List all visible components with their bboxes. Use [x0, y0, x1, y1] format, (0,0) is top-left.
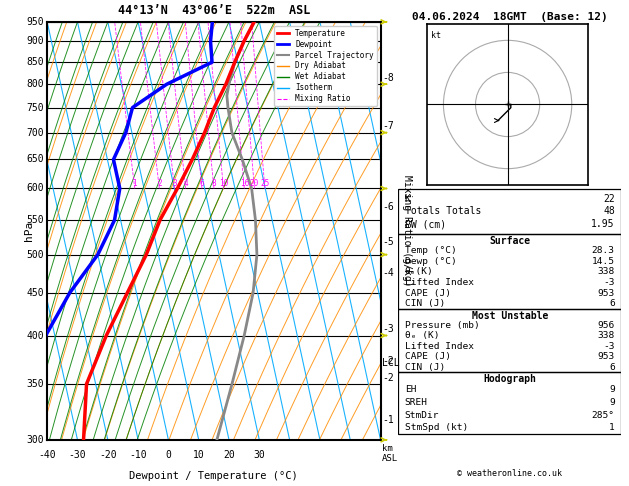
Text: CAPE (J): CAPE (J): [405, 289, 451, 298]
Text: 300: 300: [26, 435, 44, 445]
Text: -3: -3: [603, 278, 615, 287]
Text: 4: 4: [184, 179, 188, 189]
Text: Most Unstable: Most Unstable: [472, 311, 548, 321]
Text: 700: 700: [26, 128, 44, 138]
Text: Mixing Ratio (g/kg): Mixing Ratio (g/kg): [402, 175, 412, 287]
Text: kt: kt: [431, 31, 441, 40]
Text: 450: 450: [26, 288, 44, 298]
Text: 550: 550: [26, 215, 44, 225]
Text: 400: 400: [26, 330, 44, 341]
Text: 953: 953: [598, 289, 615, 298]
Text: Pressure (mb): Pressure (mb): [405, 321, 479, 330]
Text: 48: 48: [603, 207, 615, 216]
Text: 44°13’N  43°06’E  522m  ASL: 44°13’N 43°06’E 522m ASL: [118, 4, 310, 17]
Text: -20: -20: [99, 450, 116, 460]
Text: km
ASL: km ASL: [382, 444, 398, 464]
Text: LCL: LCL: [382, 358, 400, 368]
Text: 20: 20: [250, 179, 259, 189]
Text: 956: 956: [598, 321, 615, 330]
Text: 900: 900: [26, 36, 44, 47]
Text: θₑ(K): θₑ(K): [405, 267, 433, 277]
Text: 350: 350: [26, 379, 44, 389]
Text: Dewpoint / Temperature (°C): Dewpoint / Temperature (°C): [130, 471, 298, 481]
Text: -3: -3: [603, 342, 615, 351]
Text: K: K: [405, 193, 411, 204]
Text: 338: 338: [598, 331, 615, 340]
Text: -40: -40: [38, 450, 56, 460]
Text: -30: -30: [69, 450, 86, 460]
Text: Surface: Surface: [489, 236, 530, 245]
Text: 30: 30: [253, 450, 265, 460]
Text: 10: 10: [193, 450, 204, 460]
Text: 04.06.2024  18GMT  (Base: 12): 04.06.2024 18GMT (Base: 12): [411, 12, 608, 22]
Text: 22: 22: [603, 193, 615, 204]
Text: 9: 9: [609, 385, 615, 394]
Text: CIN (J): CIN (J): [405, 363, 445, 372]
Text: CAPE (J): CAPE (J): [405, 352, 451, 361]
Text: 8: 8: [211, 179, 216, 189]
Text: 1.95: 1.95: [591, 219, 615, 229]
Text: Totals Totals: Totals Totals: [405, 207, 481, 216]
Text: 750: 750: [26, 103, 44, 113]
Text: 20: 20: [223, 450, 235, 460]
Text: 500: 500: [26, 250, 44, 260]
Text: Hodograph: Hodograph: [483, 374, 537, 384]
Text: Lifted Index: Lifted Index: [405, 342, 474, 351]
Text: -10: -10: [130, 450, 147, 460]
Text: -4: -4: [382, 268, 394, 278]
Text: 850: 850: [26, 57, 44, 67]
Text: 600: 600: [26, 184, 44, 193]
Text: SREH: SREH: [405, 398, 428, 407]
Text: 650: 650: [26, 155, 44, 164]
Text: hPa: hPa: [24, 221, 34, 241]
Text: -3: -3: [382, 324, 394, 334]
Text: Temp (°C): Temp (°C): [405, 246, 457, 255]
Text: 953: 953: [598, 352, 615, 361]
Text: 25: 25: [260, 179, 269, 189]
Text: 800: 800: [26, 79, 44, 89]
Text: 0: 0: [165, 450, 171, 460]
Text: -2: -2: [382, 372, 394, 382]
Text: 1: 1: [133, 179, 137, 189]
Text: Dewp (°C): Dewp (°C): [405, 257, 457, 266]
Text: Lifted Index: Lifted Index: [405, 278, 474, 287]
Text: © weatheronline.co.uk: © weatheronline.co.uk: [457, 469, 562, 478]
Text: -1: -1: [382, 415, 394, 425]
Text: -2: -2: [382, 356, 394, 366]
Text: PW (cm): PW (cm): [405, 219, 446, 229]
Text: EH: EH: [405, 385, 416, 394]
Text: 14.5: 14.5: [592, 257, 615, 266]
Text: 6: 6: [609, 299, 615, 308]
Text: 338: 338: [598, 267, 615, 277]
Text: -8: -8: [382, 73, 394, 83]
Text: θₑ (K): θₑ (K): [405, 331, 439, 340]
Text: 10: 10: [219, 179, 228, 189]
Legend: Temperature, Dewpoint, Parcel Trajectory, Dry Adiabat, Wet Adiabat, Isotherm, Mi: Temperature, Dewpoint, Parcel Trajectory…: [274, 26, 377, 106]
Text: 28.3: 28.3: [592, 246, 615, 255]
Text: StmDir: StmDir: [405, 411, 439, 419]
Text: -5: -5: [382, 237, 394, 247]
Text: 2: 2: [157, 179, 162, 189]
Text: 16: 16: [240, 179, 249, 189]
Text: StmSpd (kt): StmSpd (kt): [405, 423, 468, 432]
Text: -6: -6: [382, 202, 394, 212]
Text: 6: 6: [199, 179, 204, 189]
Text: 950: 950: [26, 17, 44, 27]
Text: 6: 6: [609, 363, 615, 372]
Text: -7: -7: [382, 121, 394, 131]
Text: CIN (J): CIN (J): [405, 299, 445, 308]
Text: 1: 1: [609, 423, 615, 432]
Text: 3: 3: [172, 179, 177, 189]
Text: 285°: 285°: [592, 411, 615, 419]
Text: 9: 9: [609, 398, 615, 407]
